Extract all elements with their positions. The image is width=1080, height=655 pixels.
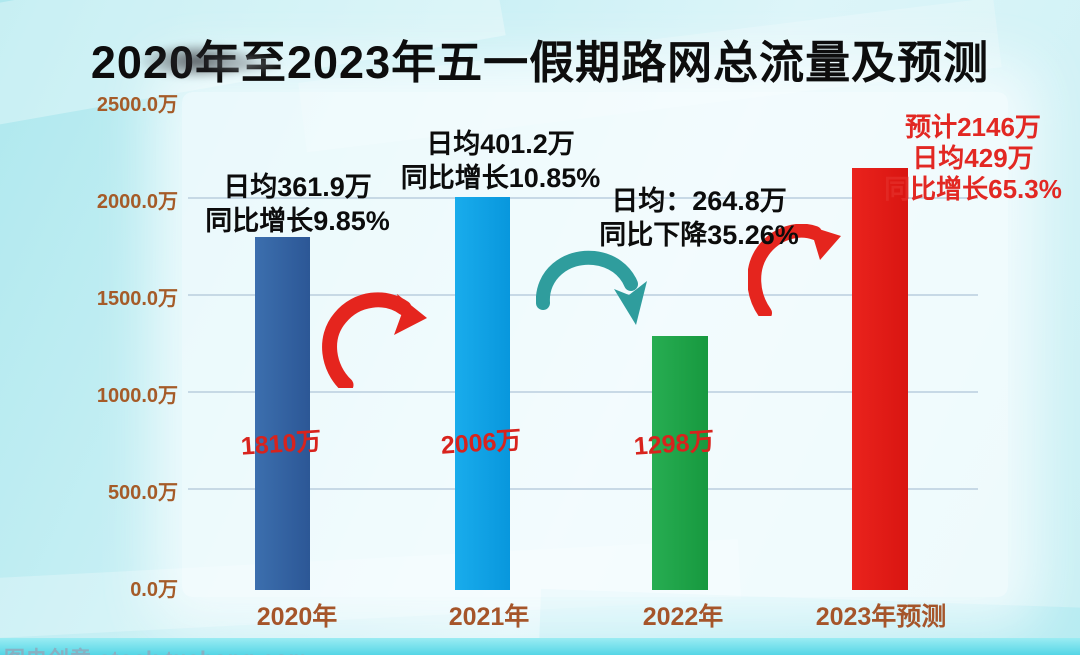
annotation-2023-yoy: 同比增长65.3% <box>884 174 1062 204</box>
bar-2021 <box>455 197 510 590</box>
annotation-2021-yoy: 同比增长10.85% <box>400 163 601 193</box>
y-axis-tick-2000: 2000.0万 <box>96 191 178 213</box>
annotation-2022-yoy: 同比下降35.26% <box>599 220 799 250</box>
gridline-500 <box>188 488 978 490</box>
bar-2023-forecast <box>852 168 908 590</box>
annotation-2022: 日均：264.8万 同比下降35.26% <box>570 184 828 252</box>
annotation-2020: 日均361.9万 同比增长9.85% <box>175 170 420 238</box>
x-axis-label-2022: 2022年 <box>642 603 724 631</box>
gridline-1500 <box>188 294 978 296</box>
growth-arrow-icon <box>748 224 841 316</box>
x-axis-label-2020: 2020年 <box>256 603 338 631</box>
y-axis-tick-1500: 1500.0万 <box>96 288 178 310</box>
bottom-band <box>0 638 1080 655</box>
y-axis-tick-2500: 2500.0万 <box>96 94 178 116</box>
y-axis-tick-500: 500.0万 <box>107 482 178 504</box>
decline-arrow-icon <box>536 250 647 325</box>
growth-arrow-icon <box>322 292 427 388</box>
bar-2022 <box>652 336 708 590</box>
gridline-2000 <box>188 197 978 199</box>
watermark-text: 图虫创意 stock.tuchong.com <box>4 643 308 655</box>
y-axis-tick-0: 0.0万 <box>130 579 178 601</box>
annotation-2022-daily-avg: 日均：264.8万 <box>611 186 787 216</box>
annotation-2023-daily-avg: 日均429万 <box>912 143 1034 173</box>
annotation-2021-daily-avg: 日均401.2万 <box>426 129 575 159</box>
annotation-2020-daily-avg: 日均361.9万 <box>223 172 372 202</box>
annotation-2021: 日均401.2万 同比增长10.85% <box>378 127 623 195</box>
x-axis-label-2023-forecast: 2023年预测 <box>815 603 947 631</box>
bar-2020 <box>255 237 310 590</box>
annotation-2023-total: 预计2146万 <box>905 112 1041 142</box>
y-axis-tick-1000: 1000.0万 <box>96 385 178 407</box>
bar-value-2021: 2006万 <box>439 426 523 460</box>
annotation-2020-yoy: 同比增长9.85% <box>205 206 390 236</box>
gridline-1000 <box>188 391 978 393</box>
x-axis-label-2021: 2021年 <box>448 603 530 631</box>
annotation-2023-forecast: 预计2146万 日均429万 同比增长65.3% <box>866 112 1080 205</box>
bar-value-2020: 1810万 <box>239 427 323 461</box>
bar-value-2022: 1298万 <box>632 427 716 461</box>
title-smudge <box>205 52 285 76</box>
